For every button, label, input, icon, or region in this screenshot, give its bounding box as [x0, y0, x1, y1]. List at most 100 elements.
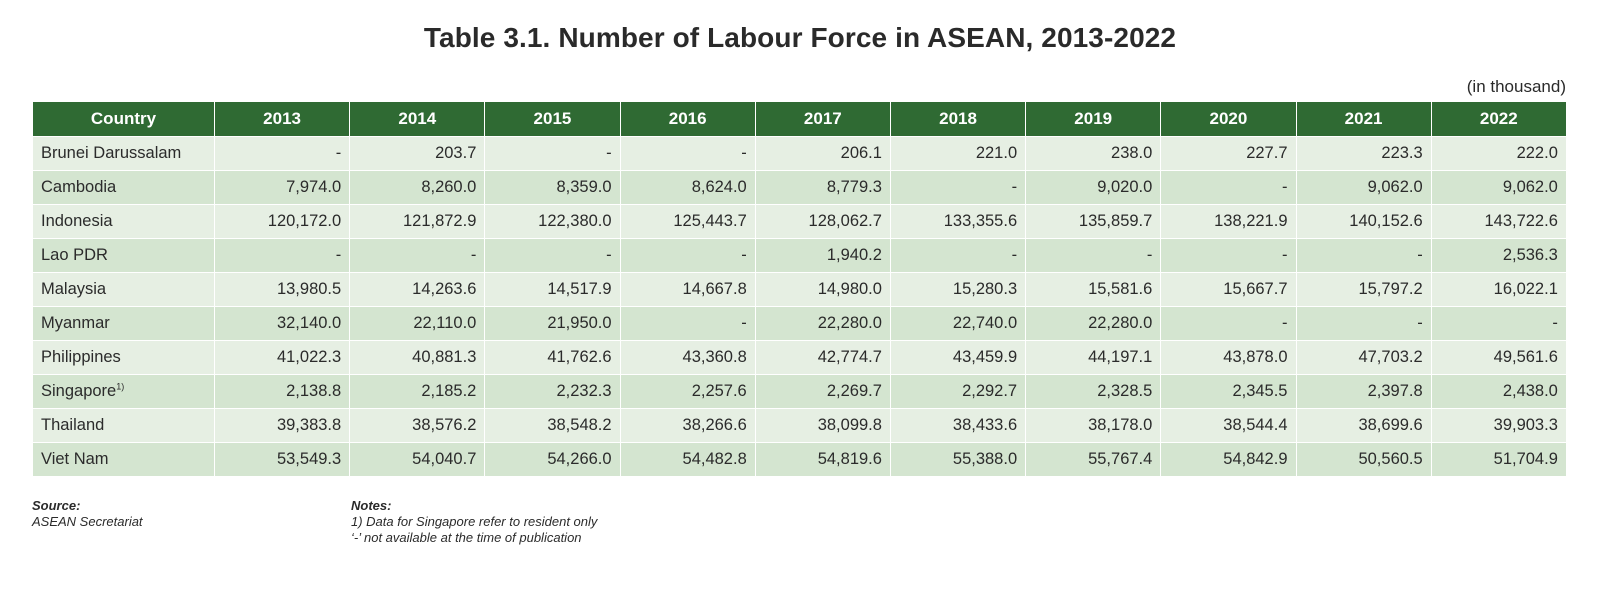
value-cell: 238.0 — [1025, 136, 1162, 171]
column-header-year: 2022 — [1430, 102, 1567, 137]
column-header-year: 2014 — [349, 102, 486, 137]
value-cell: 55,388.0 — [889, 442, 1027, 476]
country-name: Lao PDR — [41, 246, 108, 264]
value-cell: - — [619, 306, 756, 341]
value-cell: - — [1295, 306, 1432, 341]
value-cell: 8,359.0 — [484, 170, 621, 205]
value-cell: - — [1430, 306, 1567, 341]
country-name: Singapore — [41, 382, 117, 400]
table-row: Viet Nam 53,549.3 54,040.7 54,266.0 54,482.8… — [32, 442, 1567, 476]
value-cell: - — [619, 136, 756, 171]
value-cell: - — [1160, 170, 1297, 205]
value-cell: 47,703.2 — [1295, 340, 1432, 375]
country-cell: Malaysia — [32, 272, 215, 307]
value-cell: 2,138.8 — [213, 374, 351, 409]
value-cell: 22,280.0 — [1025, 306, 1162, 341]
value-cell: - — [1160, 238, 1297, 273]
value-cell: - — [619, 238, 756, 273]
value-cell: - — [1160, 306, 1297, 341]
country-cell: Lao PDR — [32, 238, 215, 273]
note-line: ‘-’ not available at the time of publica… — [351, 530, 582, 545]
page-title: Table 3.1. Number of Labour Force in ASE… — [423, 22, 1177, 53]
country-cell: Philippines — [32, 340, 215, 375]
value-cell: 54,819.6 — [754, 442, 891, 476]
value-cell: 221.0 — [889, 136, 1027, 171]
value-cell: 140,152.6 — [1295, 204, 1432, 239]
table-header-row: Country 2013 2014 2015 2016 2017 2018 2019 2020 2… — [32, 102, 1567, 137]
table-row: Brunei Darussalam -203.7- -206.1 221.0 238.0… — [32, 136, 1567, 171]
value-cell: 135,859.7 — [1025, 204, 1162, 239]
country-cell: Indonesia — [32, 204, 215, 239]
value-cell: 43,360.8 — [619, 340, 756, 375]
country-name: Myanmar — [41, 314, 110, 332]
value-cell: 9,062.0 — [1295, 170, 1432, 205]
value-cell: 43,878.0 — [1160, 340, 1297, 375]
value-cell: 2,185.2 — [349, 374, 486, 409]
unit-note: (in thousand) — [1466, 77, 1566, 96]
value-cell: 120,172.0 — [213, 204, 351, 239]
value-cell: 22,280.0 — [754, 306, 891, 341]
value-cell: 49,561.6 — [1430, 340, 1567, 375]
value-cell: 138,221.9 — [1160, 204, 1297, 239]
value-cell: 50,560.5 — [1295, 442, 1432, 476]
column-header-year: 2016 — [619, 102, 756, 137]
value-cell: 1,940.2 — [754, 238, 891, 273]
value-cell: - — [889, 238, 1027, 273]
value-cell: 54,040.7 — [349, 442, 486, 476]
value-cell: 39,903.3 — [1430, 408, 1567, 443]
column-header-country: Country — [32, 102, 215, 137]
value-cell: - — [484, 136, 621, 171]
source-block: Source: ASEAN Secretariat — [32, 498, 143, 530]
value-cell: 54,842.9 — [1160, 442, 1297, 476]
value-cell: 54,266.0 — [484, 442, 621, 476]
value-cell: 9,062.0 — [1430, 170, 1567, 205]
value-cell: 2,345.5 — [1160, 374, 1297, 409]
country-name: Indonesia — [41, 212, 113, 230]
column-header-year: 2020 — [1160, 102, 1297, 137]
value-cell: 206.1 — [754, 136, 891, 171]
value-cell: - — [213, 136, 351, 171]
value-cell: - — [213, 238, 351, 273]
value-cell: 15,581.6 — [1025, 272, 1162, 307]
table-row: Cambodia 7,974.0 8,260.0 8,359.0 8,624.0 8,77… — [32, 170, 1567, 205]
value-cell: 43,459.9 — [889, 340, 1027, 375]
value-cell: 143,722.6 — [1430, 204, 1567, 239]
value-cell: 128,062.7 — [754, 204, 891, 239]
value-cell: 2,292.7 — [889, 374, 1027, 409]
country-name: Brunei Darussalam — [41, 144, 182, 162]
country-name: Thailand — [41, 416, 105, 434]
footnote-marker: 1) — [116, 381, 125, 392]
country-cell: Cambodia — [32, 170, 215, 205]
column-header-year: 2019 — [1025, 102, 1162, 137]
country-name: Malaysia — [41, 280, 107, 298]
note-line: 1) Data for Singapore refer to resident … — [351, 514, 598, 529]
value-cell: 15,797.2 — [1295, 272, 1432, 307]
value-cell: 55,767.4 — [1025, 442, 1162, 476]
value-cell: 41,022.3 — [213, 340, 351, 375]
value-cell: 38,699.6 — [1295, 408, 1432, 443]
country-cell: Thailand — [32, 408, 215, 443]
value-cell: 222.0 — [1430, 136, 1567, 171]
value-cell: 223.3 — [1295, 136, 1432, 171]
value-cell: - — [889, 170, 1027, 205]
column-header-year: 2015 — [484, 102, 621, 137]
table-row: Lao PDR - - - -1,940.2- - - -2,536.3 — [32, 238, 1567, 273]
column-header-year: 2018 — [889, 102, 1027, 137]
country-cell: Brunei Darussalam — [32, 136, 215, 171]
value-cell: 38,544.4 — [1160, 408, 1297, 443]
value-cell: 13,980.5 — [213, 272, 351, 307]
country-cell: Singapore1) — [32, 374, 215, 409]
value-cell: 9,020.0 — [1025, 170, 1162, 205]
value-cell: 38,178.0 — [1025, 408, 1162, 443]
value-cell: 14,667.8 — [619, 272, 756, 307]
value-cell: 125,443.7 — [619, 204, 756, 239]
value-cell: 14,980.0 — [754, 272, 891, 307]
value-cell: 7,974.0 — [213, 170, 351, 205]
table-row: Philippines 41,022.3 40,881.3 41,762.6 43,36… — [32, 340, 1567, 375]
value-cell: 32,140.0 — [213, 306, 351, 341]
source-text: ASEAN Secretariat — [32, 514, 143, 529]
value-cell: 2,328.5 — [1025, 374, 1162, 409]
table-row: Thailand 39,383.8 38,576.2 38,548.2 38,266.6… — [32, 408, 1567, 443]
value-cell: 51,704.9 — [1430, 442, 1567, 476]
notes-block: Notes: 1) Data for Singapore refer to re… — [351, 498, 597, 546]
